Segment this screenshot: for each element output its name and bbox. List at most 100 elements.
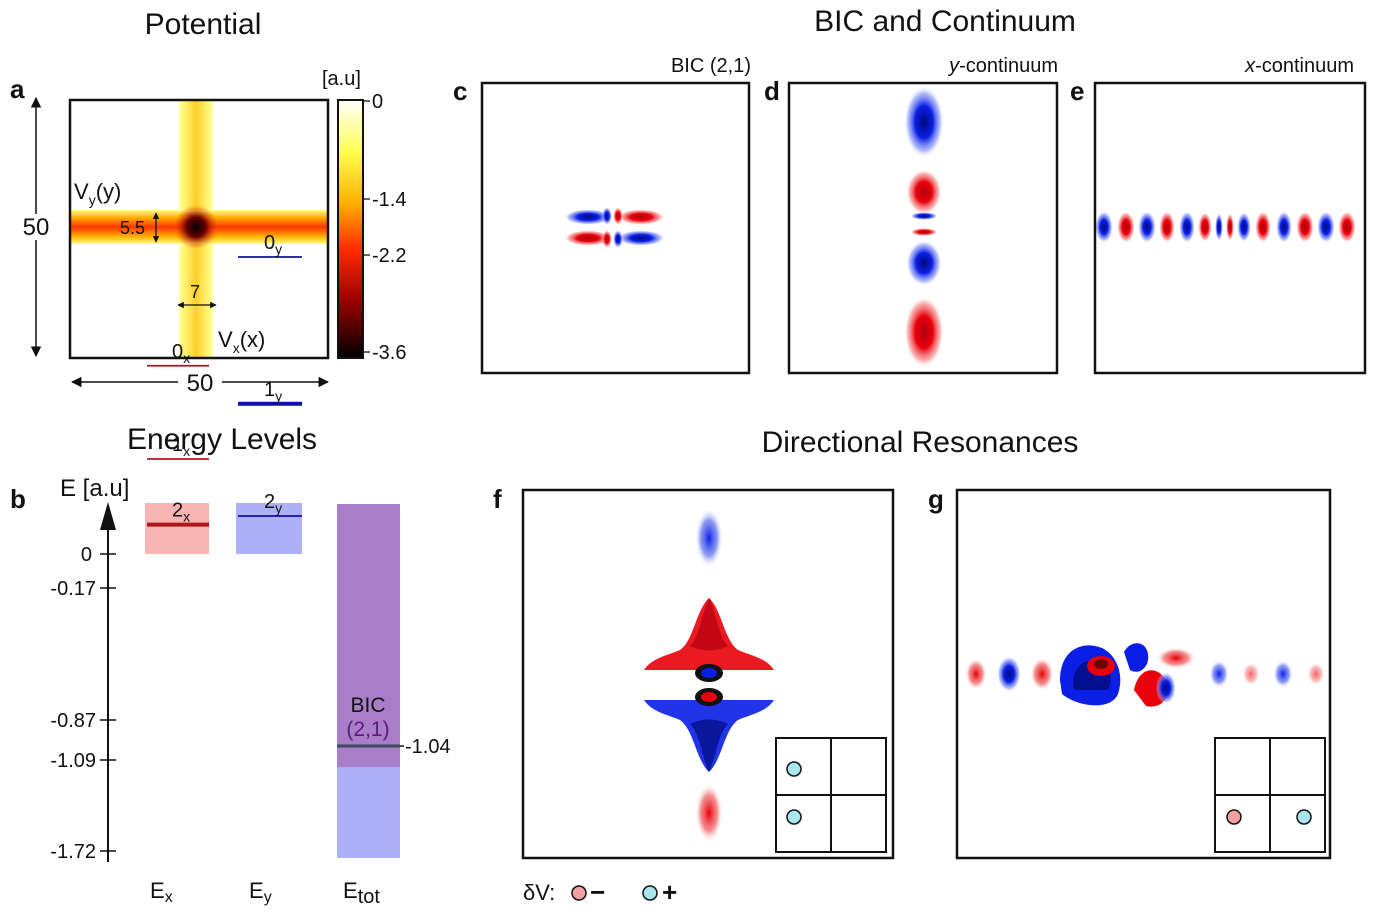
panel-c-frame [480, 81, 751, 375]
legend-label: δV: [523, 880, 555, 905]
perturbation-inset-f [775, 737, 887, 853]
colorbar-ticks [363, 100, 370, 353]
energy-axis-arrowhead [100, 502, 116, 530]
width-value: 50 [187, 370, 214, 397]
lobe [617, 209, 665, 225]
lobe [997, 656, 1021, 692]
panel-e-frame [1093, 81, 1367, 375]
height-value: 50 [23, 214, 50, 241]
potential-map [68, 98, 330, 360]
panel-c-title: BIC (2,1) [671, 55, 751, 77]
lobe [1338, 211, 1356, 243]
perturbation-legend: δV: − + [523, 877, 677, 907]
width-x-value: 7 [190, 282, 200, 302]
title-directional-resonances: Directional Resonances [762, 426, 1079, 459]
energy-tick-1: -0.17 [50, 578, 96, 600]
panel-label-c: c [453, 76, 467, 106]
panel-g-frame [955, 488, 1332, 860]
bic-mode-field [480, 81, 751, 375]
lobe [1124, 643, 1149, 672]
lobe [1179, 211, 1195, 243]
vy-label: Vy(y) [74, 179, 121, 208]
panel-label-d: d [764, 76, 780, 106]
panel-f-frame [521, 488, 895, 860]
lobe [1317, 211, 1335, 243]
potential-frame [68, 98, 330, 360]
perturbation-inset-g [1214, 737, 1326, 853]
energy-level-label: 2x [172, 500, 190, 525]
title-potential: Potential [145, 8, 262, 41]
lobe [617, 230, 665, 246]
energy-tick-2: -0.87 [50, 710, 96, 732]
lobe [904, 296, 944, 368]
lobe [602, 207, 612, 225]
lobe [1273, 660, 1293, 688]
legend-plus-marker [642, 885, 658, 901]
colorbar [337, 99, 364, 359]
lobe [1215, 213, 1223, 241]
x-continuum-field [1093, 81, 1367, 375]
lobe [1159, 211, 1175, 243]
colorbar-tick-3: -3.6 [372, 342, 406, 364]
legend-plus-label: + [662, 877, 677, 907]
negative-perturbation-marker [1226, 809, 1242, 825]
energy-ticks [100, 553, 116, 852]
energy-tick-0: 0 [81, 544, 92, 566]
lobe [904, 86, 944, 158]
legend-minus-marker [571, 885, 587, 901]
lobe [1156, 647, 1196, 669]
lobe [1276, 211, 1292, 243]
panel-e-title: x-continuum [1244, 55, 1354, 77]
lobe [613, 207, 623, 225]
vx-label: Vx(x) [218, 327, 265, 356]
column-label-ey: Ey [249, 878, 272, 906]
lobe [1030, 657, 1054, 691]
lobe [1156, 672, 1176, 704]
y-energy-levels: 2y 1y 0y [238, 232, 302, 517]
lobe [910, 228, 938, 236]
column-label-ex: Ex [150, 878, 173, 906]
y-continuum-field [787, 81, 1059, 375]
lobe [1198, 212, 1212, 242]
bic-continuum-band [337, 504, 400, 767]
lobe [1117, 211, 1135, 243]
x-energy-levels: 2x 1x 0x [147, 341, 209, 527]
lobe [695, 783, 723, 843]
legend-minus-label: − [590, 877, 605, 907]
bic-value: -1.04 [405, 736, 451, 758]
lobe [906, 240, 942, 286]
energy-tick-4: -1.72 [50, 841, 96, 863]
positive-perturbation-marker [1296, 809, 1312, 825]
energy-level-label: 0x [172, 341, 190, 366]
colorbar-tick-2: -2.2 [372, 245, 406, 267]
lobe [1237, 212, 1251, 242]
lobe [1242, 662, 1260, 686]
column-label-etot: Etot [343, 878, 380, 908]
lobe [1307, 662, 1325, 686]
lobe [1226, 213, 1234, 241]
lobe [1296, 211, 1314, 243]
x-continuum-band [145, 503, 209, 554]
energy-level-label: 1y [264, 379, 282, 404]
panel-label-e: e [1070, 76, 1084, 106]
lobe [564, 230, 612, 246]
positive-perturbation-marker [786, 809, 802, 825]
y-continuum-overlap-band [337, 767, 400, 858]
panel-d-title: y-continuum [947, 55, 1058, 77]
directional-resonance-f [521, 488, 895, 860]
bic-label: BIC [350, 694, 385, 717]
lobe [965, 658, 987, 690]
energy-tick-3: -1.09 [50, 750, 96, 772]
lobe [564, 209, 612, 225]
lobe [1255, 211, 1271, 243]
lobe [1209, 660, 1229, 688]
title-energy-levels: Energy Levels [127, 423, 317, 456]
lobe [695, 508, 723, 568]
width-y-value: 5.5 [120, 218, 145, 238]
panel-d-frame [787, 81, 1059, 375]
title-bic-continuum: BIC and Continuum [814, 5, 1076, 38]
lobe [1095, 211, 1113, 243]
positive-perturbation-marker [786, 761, 802, 777]
lobe [910, 212, 938, 220]
